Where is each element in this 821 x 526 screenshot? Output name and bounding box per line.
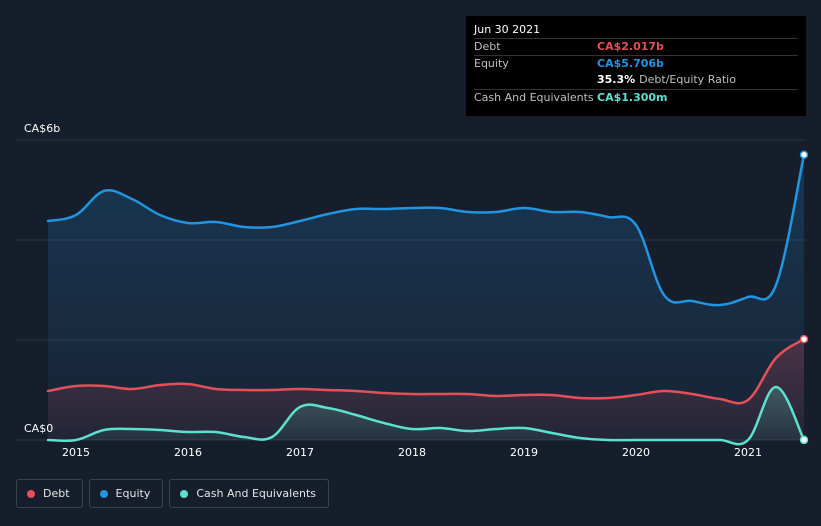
debt-dot-icon <box>27 489 35 498</box>
tooltip-panel: Jun 30 2021 Debt CA$2.017b Equity CA$5.7… <box>466 16 806 116</box>
tooltip-debt-label: Debt <box>474 40 501 53</box>
x-tick-label: 2018 <box>398 446 426 459</box>
tooltip-equity-value: CA$5.706b <box>597 57 664 70</box>
legend-label-cash: Cash And Equivalents <box>196 487 316 500</box>
debt-line <box>46 337 806 405</box>
y-tick-label: CA$6b <box>24 122 60 135</box>
x-tick-label: 2021 <box>734 446 762 459</box>
equity-line <box>46 153 806 307</box>
equity-end-marker <box>799 150 809 159</box>
tooltip-ratio-label: Debt/Equity Ratio <box>639 73 736 86</box>
axis-labels: CA$6b CA$0 2015 2016 2017 2018 2019 2020 2021 <box>24 122 762 459</box>
tooltip-ratio-value: 35.3% <box>597 73 636 86</box>
debt-end-marker <box>799 334 809 344</box>
cash-and-equivalents-area <box>48 387 804 445</box>
debt-area <box>48 339 804 440</box>
tooltip-cash-row: Cash And Equivalents CA$1.300m <box>474 89 798 106</box>
tooltip-cash-value: CA$1.300m <box>597 91 668 104</box>
tooltip-debt-value: CA$2.017b <box>597 40 664 53</box>
tooltip-ratio-row: 35.3% Debt/Equity Ratio <box>474 72 798 89</box>
tooltip-equity-row: Equity CA$5.706b <box>474 55 798 72</box>
legend-item-equity[interactable]: Equity <box>88 479 164 508</box>
x-tick-label: 2017 <box>286 446 314 459</box>
series-lines <box>46 153 806 446</box>
tooltip-cash-label: Cash And Equivalents <box>474 91 594 104</box>
legend-label-equity: Equity <box>115 487 151 500</box>
tooltip-date: Jun 30 2021 <box>474 23 541 36</box>
series-areas <box>48 154 804 445</box>
cash-and-equivalents-line <box>46 385 806 446</box>
tooltip-equity-label: Equity <box>474 57 509 70</box>
y-tick-label: CA$0 <box>24 422 53 435</box>
tooltip-debt-row: Debt CA$2.017b <box>474 38 798 55</box>
x-tick-label: 2016 <box>174 446 202 459</box>
end-markers <box>799 150 809 445</box>
chart-legend: Debt Equity Cash And Equivalents <box>16 479 329 508</box>
x-tick-label: 2015 <box>62 446 90 459</box>
x-tick-label: 2019 <box>510 446 538 459</box>
legend-label-debt: Debt <box>43 487 70 500</box>
cash-and-equivalents-end-marker <box>799 435 809 445</box>
legend-item-debt[interactable]: Debt <box>16 479 83 508</box>
x-tick-label: 2020 <box>622 446 650 459</box>
equity-dot-icon <box>99 489 108 498</box>
legend-item-cash[interactable]: Cash And Equivalents <box>169 479 329 508</box>
cash-dot-icon <box>180 489 189 498</box>
